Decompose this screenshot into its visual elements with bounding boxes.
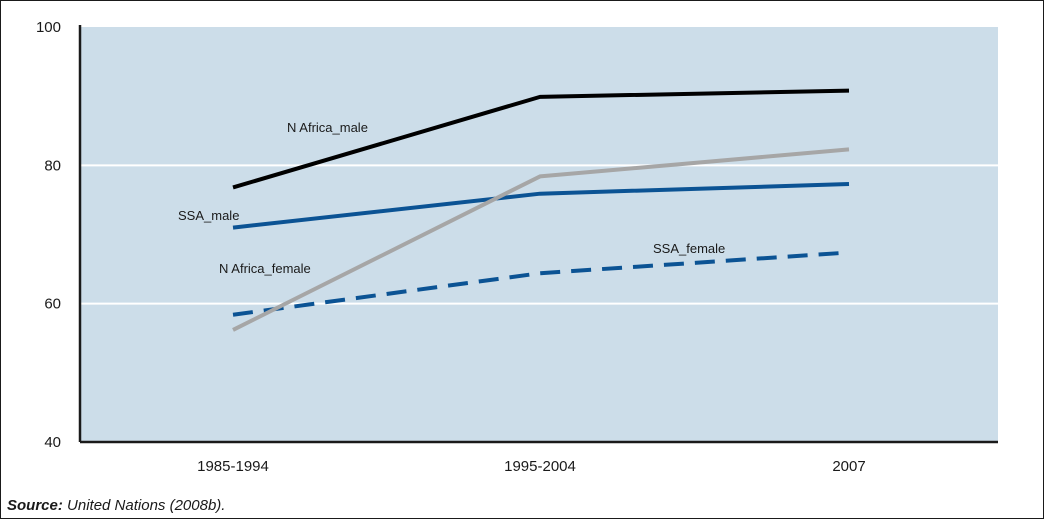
series-line-ssa-female [232,250,850,317]
y-tick-label-100: 100 [36,19,61,36]
y-tick-label-40: 40 [44,434,61,451]
y-tick-label-60: 60 [44,296,61,313]
series-line-n-africa-female [232,147,850,332]
series-label-ssa-female: SSA_female [653,241,725,256]
series-label-n-africa-female: N Africa_female [219,261,311,276]
y-tick-label-80: 80 [44,157,61,174]
series-line-ssa-male [232,182,850,230]
series-label-n-africa-male: N Africa_male [287,120,368,135]
source-note: Source: United Nations (2008b). [7,497,225,514]
source-label: Source: [7,497,63,514]
plot-area [80,27,998,442]
series-line-n-africa-male [232,88,850,190]
series-label-ssa-male: SSA_male [178,208,239,223]
x-tick-label-2: 1995-2004 [504,458,576,475]
x-tick-label-3: 2007 [832,458,865,475]
x-tick-label-1: 1985-1994 [197,458,269,475]
source-text: United Nations (2008b). [67,497,226,514]
